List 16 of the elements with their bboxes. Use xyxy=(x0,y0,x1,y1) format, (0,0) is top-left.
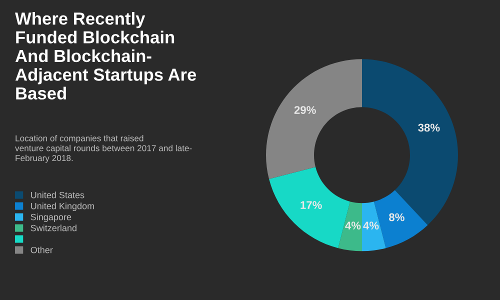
donut-slice xyxy=(338,202,362,252)
donut-slice xyxy=(266,59,362,179)
text: Location of companies that raised venture capital rounds between 2017 and late- February 2018. xyxy=(15,135,192,163)
legend-label: Other xyxy=(30,246,53,254)
data-label: 8% xyxy=(389,213,404,222)
data-label: 4% xyxy=(363,222,379,230)
legend-label: Switzerland xyxy=(30,224,76,232)
data-label: 38% xyxy=(418,124,440,132)
donut-slice xyxy=(362,202,386,252)
legend-label: United States xyxy=(31,192,84,198)
data-label: 29% xyxy=(294,106,316,114)
chart-title: Where Recently Funded Blockchain And Blockchain- Adjacent Startups Are Based xyxy=(15,12,196,100)
data-label: 17% xyxy=(300,201,322,209)
data-label: 4% xyxy=(345,222,361,230)
legend-label: United Kingdom xyxy=(31,202,94,212)
legend-label: Singapore xyxy=(30,214,72,222)
